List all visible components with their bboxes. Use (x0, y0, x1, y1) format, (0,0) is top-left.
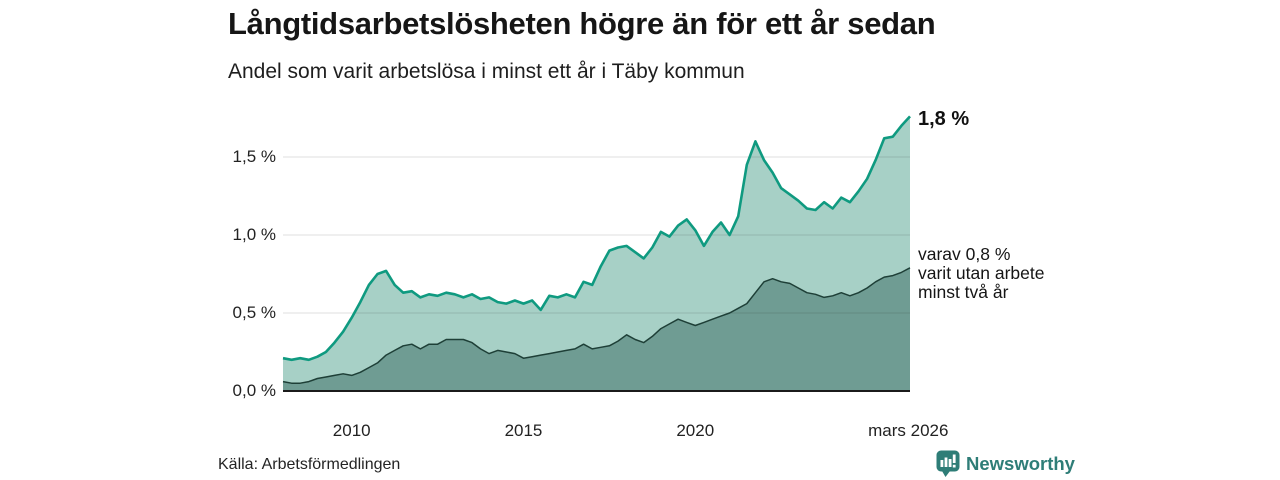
series2-annotation-line2: varit utan arbete (918, 263, 1045, 283)
source-note: Källa: Arbetsförmedlingen (218, 456, 401, 473)
chart-subtitle: Andel som varit arbetslösa i minst ett å… (228, 60, 745, 83)
newsworthy-logo: Newsworthy (936, 450, 1075, 478)
newsworthy-logo-text: Newsworthy (966, 453, 1075, 474)
y-tick-label: 1,0 % (232, 225, 276, 244)
series2-line (282, 267, 911, 384)
series2-area-fill (283, 267, 910, 391)
series2-annotation-line1: varav 0,8 % (918, 244, 1011, 264)
latest-value-annotation: 1,8 % (918, 108, 970, 130)
y-tick-label: 0,0 % (232, 381, 276, 400)
y-tick-label: 0,5 % (232, 303, 276, 322)
newsworthy-logo-icon (936, 450, 960, 477)
x-tick-label: mars 2026 (868, 421, 949, 440)
series1-line (282, 115, 911, 362)
x-tick-label: 2010 (332, 421, 371, 440)
chart-title: Långtidsarbetslösheten högre än för ett … (228, 6, 936, 41)
x-tick-label: 2015 (504, 421, 543, 440)
y-tick-label: 1,5 % (232, 147, 276, 166)
series2-annotation: varav 0,8 % varit utan arbete minst två … (918, 245, 1044, 302)
series2-annotation-line3: minst två år (918, 282, 1009, 302)
x-tick-label: 2020 (676, 421, 715, 440)
